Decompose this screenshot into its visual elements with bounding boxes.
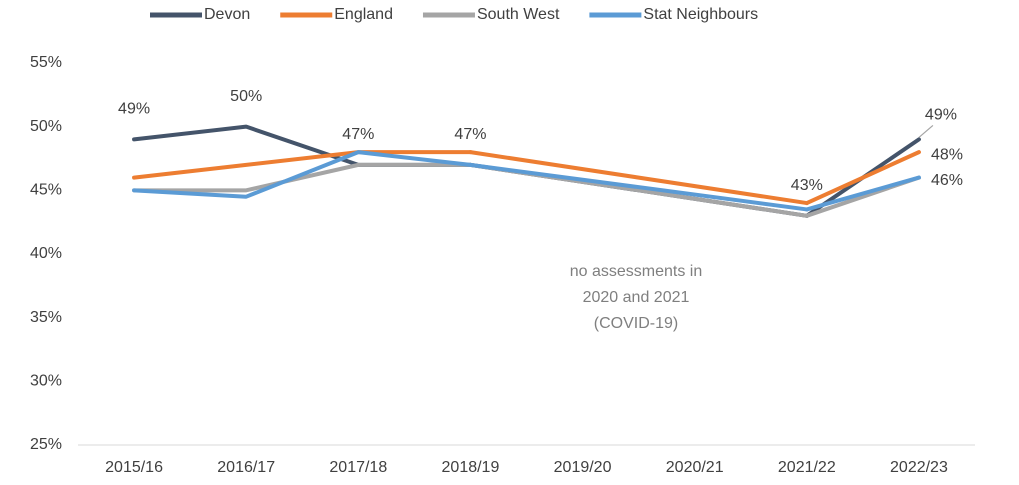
x-tick-label: 2016/17: [217, 459, 275, 476]
y-tick-label: 30%: [30, 373, 62, 390]
data-label: 43%: [791, 177, 823, 194]
x-tick-label: 2015/16: [105, 459, 163, 476]
y-tick-label: 45%: [30, 182, 62, 199]
gap-connector: [468, 162, 809, 212]
x-tick-label: 2017/18: [329, 459, 387, 476]
annotation: no assessments in: [570, 263, 703, 280]
legend-label: South West: [477, 6, 560, 23]
y-tick-label: 55%: [30, 54, 62, 71]
series-line: [804, 150, 921, 206]
legend-label: Devon: [204, 6, 250, 23]
series-line: [804, 175, 921, 212]
leader-line: [918, 124, 934, 138]
data-label: 49%: [925, 107, 957, 124]
y-tick-label: 35%: [30, 309, 62, 326]
annotation: (COVID-19): [594, 315, 678, 332]
legend-label: Stat Neighbours: [643, 6, 758, 23]
data-label: 50%: [230, 88, 262, 105]
x-tick-label: 2021/22: [778, 459, 836, 476]
series-line: [132, 150, 473, 180]
data-label: 48%: [931, 146, 963, 163]
legend-label: England: [334, 6, 393, 23]
x-tick-label: 2019/20: [554, 459, 612, 476]
data-label: 47%: [342, 126, 374, 143]
x-tick-label: 2018/19: [442, 459, 500, 476]
y-tick-label: 50%: [30, 118, 62, 135]
y-tick-label: 40%: [30, 245, 62, 262]
data-label: 47%: [454, 126, 486, 143]
data-label: 49%: [118, 101, 150, 118]
series-line: [132, 162, 473, 193]
annotation: 2020 and 2021: [583, 289, 690, 306]
x-tick-label: 2020/21: [666, 459, 724, 476]
x-tick-label: 2022/23: [890, 459, 948, 476]
gap-connector: [468, 150, 809, 206]
y-tick-label: 25%: [30, 436, 62, 453]
data-label: 46%: [931, 172, 963, 189]
series-line: [132, 150, 473, 199]
